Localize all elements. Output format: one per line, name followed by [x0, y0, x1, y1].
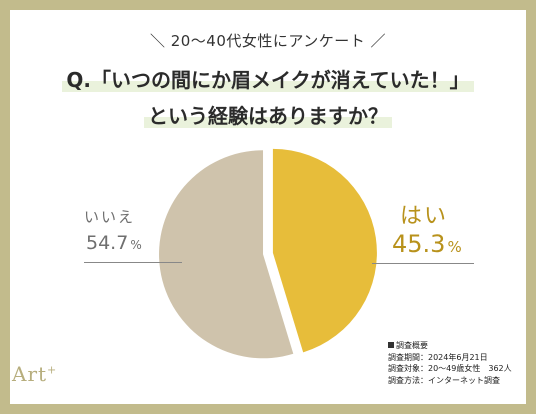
pie-slice-yes [272, 148, 377, 353]
notes-heading: 調査概要 [388, 340, 512, 352]
slice-value-yes: 45.3% [392, 230, 462, 258]
survey-tagline: ＼ 20〜40代女性にアンケート ／ [149, 32, 387, 50]
survey-notes: 調査概要 調査期間：2024年6月21日 調査対象：20〜49歳女性 362人 … [388, 340, 512, 386]
question-line-1: Q.「いつの間にか眉メイクが消えていた！」 [10, 64, 526, 93]
slice-value-no-number: 54.7 [86, 232, 129, 254]
slice-value-no: 54.7% [86, 232, 142, 254]
leader-line-yes [372, 263, 474, 264]
question-line-1-text: Q.「いつの間にか眉メイクが消えていた！」 [62, 68, 474, 92]
slice-value-yes-unit: % [447, 238, 462, 256]
notes-target: 調査対象：20〜49歳女性 362人 [388, 364, 512, 373]
slice-label-yes: はい [400, 204, 449, 229]
notes-period: 調査期間：2024年6月21日 [388, 352, 488, 362]
logo-mark: + [47, 363, 58, 377]
leader-line-no [84, 262, 182, 263]
question-line-2-text: という経験はありますか？ [144, 104, 392, 128]
question-line-2: という経験はありますか？ [10, 100, 526, 129]
pie-slice-no [159, 150, 294, 359]
notes-method: 調査方法：インターネット調査 [388, 375, 500, 385]
logo-text: Art [12, 362, 48, 386]
slice-value-no-unit: % [130, 238, 142, 252]
art-plus-logo: Art+ [12, 362, 57, 386]
slice-value-yes-number: 45.3 [392, 230, 446, 258]
slice-label-no: いいえ [84, 208, 136, 226]
